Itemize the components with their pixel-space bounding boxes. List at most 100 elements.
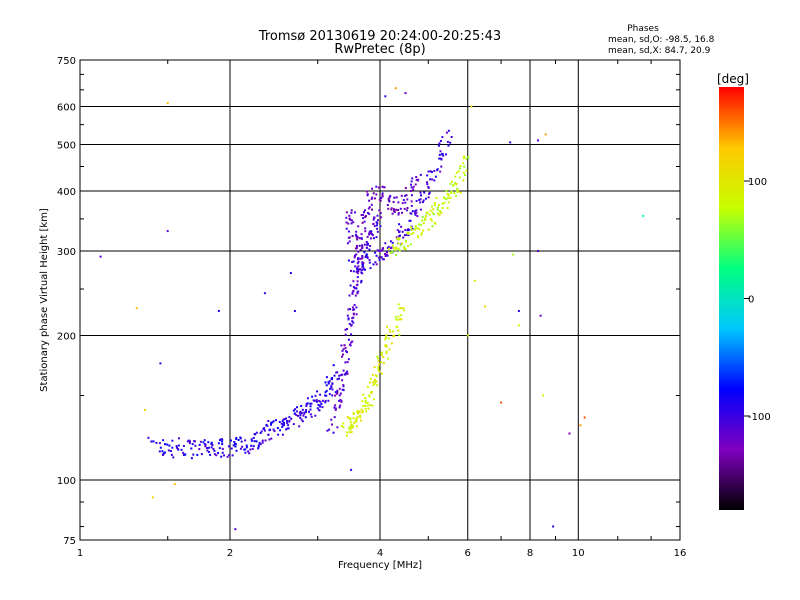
trace-point	[377, 367, 380, 370]
trace-point	[371, 234, 374, 237]
trace-point	[427, 170, 430, 173]
trace-point	[292, 423, 295, 426]
trace-point	[347, 338, 350, 341]
trace-point	[217, 442, 220, 445]
trace-point	[334, 404, 337, 407]
trace-point	[415, 200, 418, 202]
trace-point	[212, 448, 215, 450]
trace-point	[210, 441, 213, 444]
scatter-point	[517, 310, 520, 312]
trace-point	[357, 268, 360, 271]
trace-point	[384, 255, 387, 257]
trace-point	[283, 421, 285, 424]
trace-point	[447, 129, 450, 132]
trace-point	[370, 197, 373, 200]
trace-point	[415, 211, 418, 214]
trace-point	[389, 330, 392, 333]
trace-point	[270, 421, 273, 424]
trace-point	[285, 428, 288, 431]
trace-point	[327, 381, 330, 384]
trace-point	[331, 378, 333, 381]
trace-point	[351, 425, 354, 427]
trace-point	[377, 186, 380, 189]
trace-point	[380, 353, 383, 356]
trace-point	[293, 412, 296, 415]
trace-point	[366, 385, 369, 388]
trace-point	[455, 171, 458, 174]
trace-point	[411, 177, 414, 180]
trace-point	[368, 395, 371, 398]
colorbar-tick-label: 0	[748, 295, 754, 306]
trace-point	[309, 402, 312, 405]
trace-point	[352, 270, 355, 273]
trace-point	[428, 213, 431, 216]
trace-point	[449, 182, 452, 185]
trace-point	[403, 247, 406, 250]
trace-point	[305, 410, 307, 413]
trace-point	[407, 245, 409, 247]
trace-point	[364, 268, 366, 271]
trace-point	[342, 385, 345, 388]
trace-point	[190, 447, 193, 450]
y-tick-label: 400	[57, 187, 76, 198]
trace-point	[171, 439, 174, 442]
trace-point	[257, 447, 260, 450]
trace-point	[397, 209, 400, 211]
trace-point	[352, 260, 355, 263]
trace-point	[395, 247, 398, 250]
trace-point	[370, 237, 372, 240]
trace-point	[449, 196, 452, 199]
trace-point	[345, 216, 348, 219]
trace-point	[377, 360, 380, 363]
trace-point	[198, 448, 201, 451]
trace-point	[338, 374, 341, 377]
trace-point	[230, 447, 233, 450]
x-tick-label: 16	[674, 548, 687, 559]
trace-point	[271, 421, 274, 424]
trace-point	[399, 234, 401, 237]
trace-point	[420, 194, 422, 197]
trace-point	[213, 453, 216, 456]
trace-point	[348, 428, 351, 431]
y-tick-label: 600	[57, 103, 76, 114]
trace-point	[199, 440, 202, 443]
trace-point	[407, 234, 410, 237]
trace-point	[379, 225, 382, 228]
trace-point	[419, 208, 422, 211]
trace-point	[319, 405, 322, 408]
trace-point	[278, 420, 281, 423]
trace-point	[410, 190, 413, 192]
trace-point	[227, 445, 230, 448]
trace-point	[259, 443, 262, 446]
trace-point	[338, 399, 341, 402]
trace-point	[342, 389, 345, 392]
trace-point	[200, 453, 203, 456]
trace-point	[161, 450, 164, 453]
trace-point	[300, 405, 303, 407]
trace-point	[204, 445, 207, 448]
trace-point	[221, 443, 224, 446]
trace-point	[357, 250, 360, 253]
trace-point	[380, 197, 383, 199]
trace-point	[315, 399, 318, 402]
trace-point	[287, 424, 290, 427]
trace-point	[398, 318, 401, 321]
trace-point	[429, 209, 432, 212]
trace-point	[364, 397, 367, 399]
trace-point	[340, 400, 343, 403]
trace-point	[375, 263, 378, 266]
trace-point	[348, 240, 351, 243]
trace-point	[422, 222, 425, 225]
trace-point	[414, 212, 416, 215]
trace-point	[426, 174, 429, 177]
trace-point	[361, 261, 364, 264]
trace-point	[440, 158, 443, 161]
trace-point	[328, 380, 331, 383]
trace-point	[349, 418, 352, 421]
trace-point	[403, 207, 406, 210]
trace-point	[373, 216, 376, 219]
trace-point	[331, 388, 334, 391]
trace-point	[207, 451, 210, 453]
phases-line-o: mean, sd,O: -98.5, 16.8	[608, 35, 715, 45]
trace-point	[369, 404, 372, 407]
